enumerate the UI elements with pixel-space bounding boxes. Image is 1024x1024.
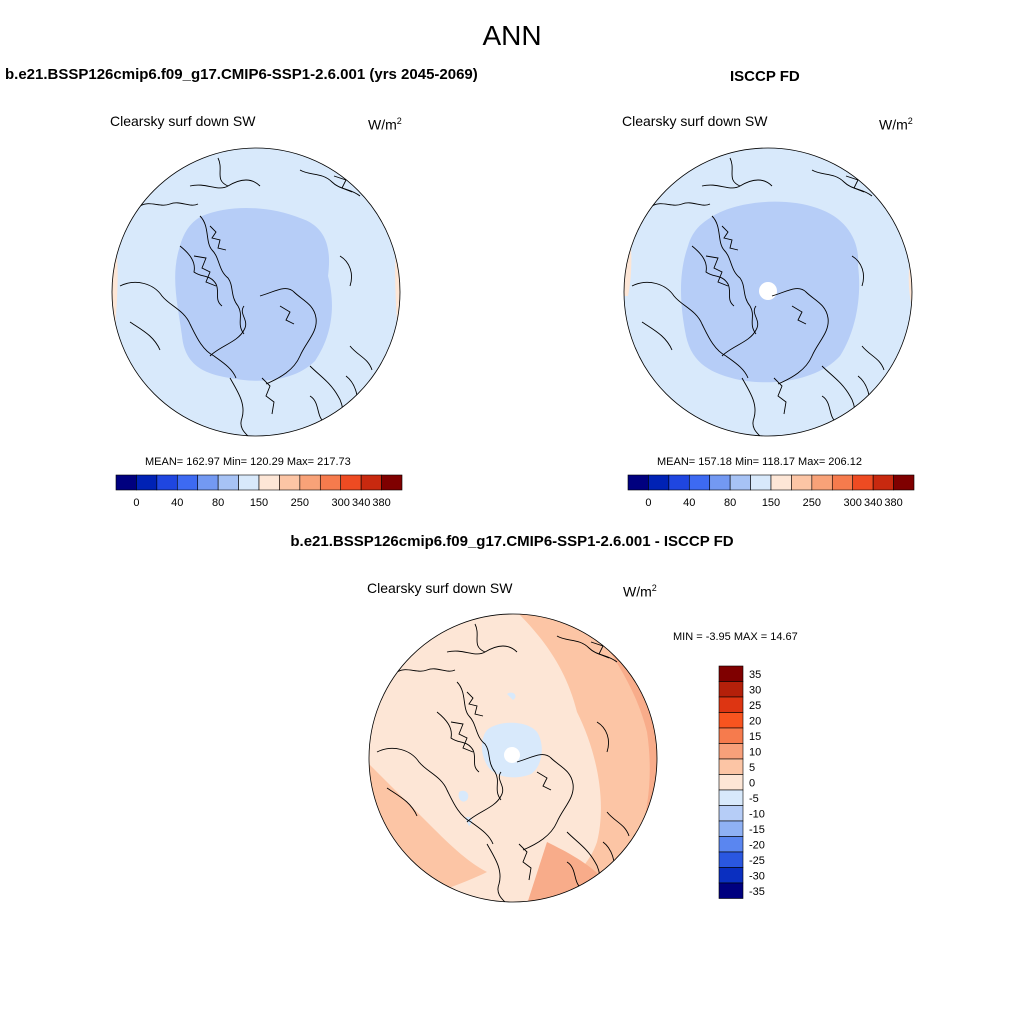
obs-colorbar-tick-label: 40 bbox=[683, 497, 695, 509]
obs-colorbar-tick-label: 250 bbox=[803, 497, 821, 509]
obs-colorbar-tick-label: 0 bbox=[645, 497, 651, 509]
obs-colorbar-swatch bbox=[709, 474, 731, 491]
diff-polar-map bbox=[368, 613, 658, 903]
diff-colorbar-tick-label: 5 bbox=[749, 762, 755, 774]
model-colorbar-tick-label: 250 bbox=[291, 497, 309, 509]
obs-colorbar-swatch bbox=[750, 474, 772, 491]
diff-colorbar-tick-label: 20 bbox=[749, 716, 761, 728]
obs-colorbar-swatch bbox=[811, 474, 833, 491]
diff-colorbar-swatch bbox=[718, 882, 744, 899]
diff-colorbar-tick-label: -25 bbox=[749, 855, 765, 867]
diff-colorbar-tick-label: 30 bbox=[749, 685, 761, 697]
obs-colorbar-swatch bbox=[627, 474, 649, 491]
diff-colorbar-swatch bbox=[718, 743, 744, 760]
model-colorbar-swatch bbox=[176, 474, 199, 491]
diff-colorbar-swatch bbox=[718, 665, 744, 682]
obs-colorbar-swatch bbox=[872, 474, 894, 491]
model-colorbar-swatch bbox=[299, 474, 321, 491]
diff-colorbar-swatch bbox=[718, 696, 744, 713]
obs-colorbar-swatch bbox=[852, 474, 874, 491]
diff-colorbar-swatch bbox=[718, 727, 744, 744]
obs-colorbar-tick-label: 340 bbox=[864, 497, 882, 509]
model-colorbar-swatch bbox=[115, 474, 137, 491]
diff-colorbar-swatch bbox=[718, 712, 744, 729]
model-panel-title: b.e21.BSSP126cmip6.f09_g17.CMIP6-SSP1-2.… bbox=[5, 66, 478, 83]
diff-panel-title: b.e21.BSSP126cmip6.f09_g17.CMIP6-SSP1-2.… bbox=[290, 533, 734, 550]
diff-colorbar-swatch bbox=[718, 836, 744, 853]
model-colorbar-tick-label: 340 bbox=[352, 497, 370, 509]
obs-colorbar-swatch bbox=[831, 474, 854, 491]
obs-colorbar-swatch bbox=[688, 474, 711, 491]
model-colorbar-swatch bbox=[381, 474, 403, 491]
diff-colorbar-tick-label: -5 bbox=[749, 793, 759, 805]
model-colorbar-swatch bbox=[319, 474, 342, 491]
diff-colorbar-swatch bbox=[718, 805, 744, 822]
model-colorbar-tick-label: 0 bbox=[133, 497, 139, 509]
model-colorbar: 0 40 80 150 250 300 340 380 bbox=[115, 474, 403, 509]
diff-colorbar-tick-label: 25 bbox=[749, 700, 761, 712]
diff-colorbar-tick-label: 35 bbox=[749, 669, 761, 681]
model-colorbar-swatch bbox=[156, 474, 178, 491]
model-colorbar-tick-label: 80 bbox=[212, 497, 224, 509]
obs-colorbar-swatch bbox=[893, 474, 915, 491]
model-colorbar-tick-label: 40 bbox=[171, 497, 183, 509]
diff-colorbar-tick-label: -20 bbox=[749, 840, 765, 852]
obs-variable-label: Clearsky surf down SW bbox=[622, 113, 768, 129]
obs-unit-label: W/m2 bbox=[879, 116, 913, 133]
diff-variable-label: Clearsky surf down SW bbox=[367, 580, 513, 596]
diff-colorbar-swatch bbox=[718, 851, 744, 868]
diff-colorbar-swatch bbox=[718, 820, 744, 837]
model-colorbar-swatch bbox=[258, 474, 280, 491]
obs-colorbar-swatch bbox=[791, 474, 813, 491]
model-colorbar-swatch bbox=[340, 474, 362, 491]
diff-minmax: MIN = -3.95 MAX = 14.67 bbox=[673, 631, 798, 643]
model-colorbar-swatch bbox=[360, 474, 382, 491]
model-colorbar-tick-label: 150 bbox=[250, 497, 268, 509]
model-stats: MEAN= 162.97 Min= 120.29 Max= 217.73 bbox=[145, 456, 351, 468]
obs-colorbar: 0 40 80 150 250 300 340 380 bbox=[627, 474, 915, 509]
model-colorbar-tick-label: 300 bbox=[332, 497, 350, 509]
obs-colorbar-swatch bbox=[648, 474, 670, 491]
obs-colorbar-tick-label: 150 bbox=[762, 497, 780, 509]
diff-colorbar-swatch bbox=[718, 758, 744, 775]
diff-colorbar-tick-label: -15 bbox=[749, 824, 765, 836]
model-variable-label: Clearsky surf down SW bbox=[110, 113, 256, 129]
diff-colorbar-swatch bbox=[718, 789, 744, 806]
model-unit-label: W/m2 bbox=[368, 116, 402, 133]
model-colorbar-tick-label: 380 bbox=[372, 497, 390, 509]
model-colorbar-swatch bbox=[136, 474, 158, 491]
obs-colorbar-swatch bbox=[729, 474, 751, 491]
obs-stats: MEAN= 157.18 Min= 118.17 Max= 206.12 bbox=[657, 456, 862, 468]
diff-colorbar-tick-label: -35 bbox=[749, 886, 765, 898]
diff-colorbar-tick-label: 10 bbox=[749, 747, 761, 759]
model-colorbar-swatch bbox=[279, 474, 301, 491]
obs-colorbar-tick-label: 80 bbox=[724, 497, 736, 509]
obs-colorbar-swatch bbox=[668, 474, 690, 491]
obs-colorbar-swatch bbox=[770, 474, 792, 491]
obs-polar-map bbox=[623, 147, 913, 437]
diff-colorbar-tick-label: 0 bbox=[749, 778, 755, 790]
model-colorbar-swatch bbox=[217, 474, 239, 491]
diff-colorbar-tick-label: -30 bbox=[749, 871, 765, 883]
diff-colorbar-tick-label: -10 bbox=[749, 809, 765, 821]
obs-colorbar-tick-label: 300 bbox=[844, 497, 862, 509]
page-title: ANN bbox=[482, 20, 542, 51]
diff-colorbar-swatch bbox=[718, 681, 744, 698]
diff-colorbar-tick-label: 15 bbox=[749, 731, 761, 743]
diff-colorbar-swatch bbox=[718, 774, 744, 791]
model-colorbar-swatch bbox=[238, 474, 260, 491]
model-polar-map bbox=[111, 147, 401, 437]
model-colorbar-swatch bbox=[197, 474, 219, 491]
diff-unit-label: W/m2 bbox=[623, 583, 657, 600]
diff-colorbar: 35 30 25 20 15 10 5 0 -5 -10 -15 -20 -25 -30 -35 bbox=[718, 665, 765, 899]
diff-colorbar-swatch bbox=[718, 867, 744, 884]
obs-colorbar-tick-label: 380 bbox=[884, 497, 902, 509]
obs-panel-title: ISCCP FD bbox=[730, 68, 800, 85]
